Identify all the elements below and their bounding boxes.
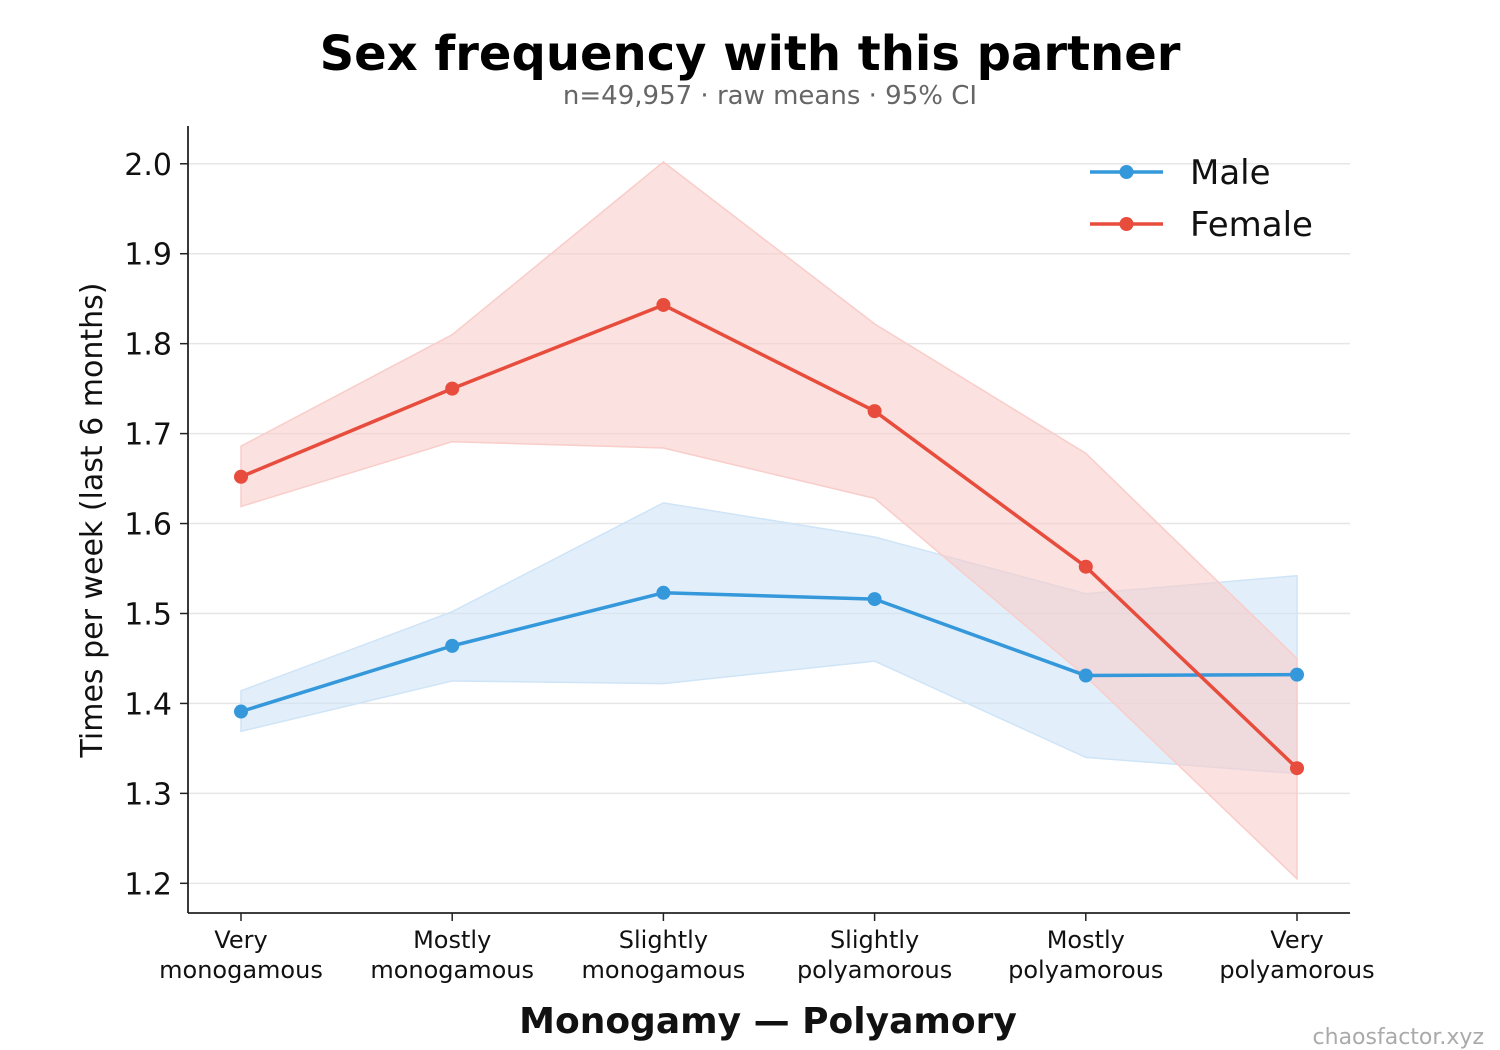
male-point <box>1079 669 1093 683</box>
y-tick-label: 1.7 <box>124 418 172 453</box>
x-tick-label: Mostly monogamous <box>370 926 534 984</box>
legend-female-label: Female <box>1190 205 1313 245</box>
y-tick-label: 2.0 <box>124 148 172 183</box>
male-point <box>1290 668 1304 682</box>
female-point <box>445 382 459 396</box>
y-tick-label: 1.4 <box>124 687 172 722</box>
y-tick-label: 1.8 <box>124 328 172 363</box>
x-tick-label: Slightly monogamous <box>582 926 746 984</box>
female-point <box>1079 560 1093 574</box>
legend-male-marker <box>1120 165 1134 179</box>
chart-subtitle: n=49,957 · raw means · 95% CI <box>563 81 977 111</box>
chart-title: Sex frequency with this partner <box>320 26 1181 82</box>
y-axis-label: Times per week (last 6 months) <box>75 283 110 759</box>
male-point <box>656 586 670 600</box>
female-point <box>1290 761 1304 775</box>
y-tick-label: 1.3 <box>124 777 172 812</box>
x-tick-label: Mostly polyamorous <box>1008 926 1163 984</box>
legend: Male Female <box>1090 153 1313 245</box>
x-tick-label: Slightly polyamorous <box>797 926 952 984</box>
y-tick-label: 1.5 <box>124 597 172 632</box>
female-point <box>656 298 670 312</box>
female-point <box>234 470 248 484</box>
x-tick-label: Very monogamous <box>159 926 323 984</box>
female-point <box>868 404 882 418</box>
male-point <box>445 639 459 653</box>
legend-male-label: Male <box>1190 153 1271 193</box>
male-point <box>234 705 248 719</box>
y-tick-label: 1.6 <box>124 508 172 543</box>
x-axis-label: Monogamy — Polyamory <box>519 1001 1017 1042</box>
watermark: chaosfactor.xyz <box>1313 1025 1484 1050</box>
x-tick-label: Very polyamorous <box>1219 926 1374 984</box>
y-tick-label: 1.2 <box>124 867 172 902</box>
confidence-bands <box>241 162 1297 879</box>
legend-female-marker <box>1120 217 1134 231</box>
male-point <box>868 592 882 606</box>
y-tick-label: 1.9 <box>124 238 172 273</box>
